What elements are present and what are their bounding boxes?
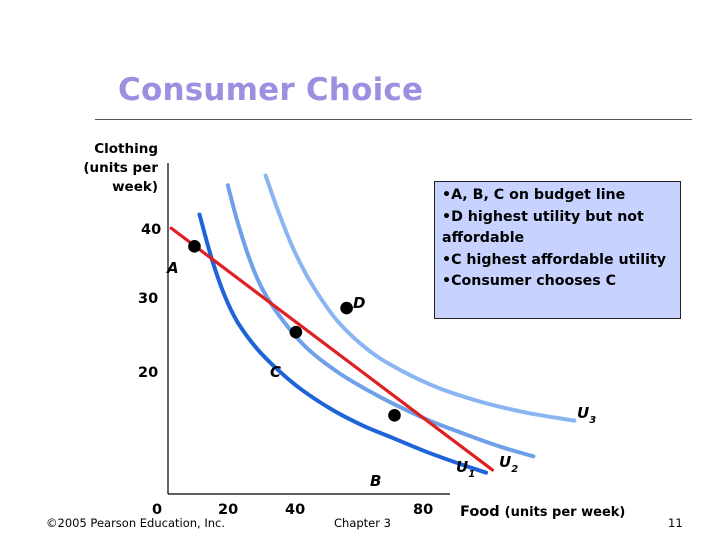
- annotation-item: •A, B, C on budget line: [442, 187, 626, 203]
- annotation-item: •Consumer chooses C: [442, 273, 617, 289]
- point-label-c: C: [270, 363, 281, 381]
- budget-line: [169, 226, 495, 472]
- y-axis-label: Clothing (units per week): [78, 140, 158, 197]
- point-label-b: B: [370, 472, 381, 490]
- x-tick-label-40: 40: [285, 502, 305, 518]
- y-tick-label-30: 30: [138, 291, 158, 307]
- x-axis-label: Food (units per week): [460, 504, 625, 520]
- curve-label-u1: U1: [456, 458, 475, 480]
- x-tick-label-80: 80: [413, 502, 433, 518]
- footer-copyright: ©2005 Pearson Education, Inc.: [46, 516, 225, 530]
- point-a: [188, 240, 201, 253]
- y-axis-label-line-3: week): [112, 179, 158, 195]
- title-divider: [95, 119, 692, 120]
- point-b: [388, 409, 401, 422]
- page-title: Consumer Choice: [118, 72, 424, 108]
- y-axis-label-line-1: Clothing: [94, 141, 158, 157]
- curve-label-u3: U3: [577, 404, 596, 426]
- annotation-item: •D highest utility but not affordable: [442, 208, 644, 247]
- y-tick-label-40: 40: [141, 222, 161, 238]
- y-tick-label-20: 20: [138, 365, 158, 381]
- annotation-item: •C highest affordable utility: [442, 251, 667, 268]
- annotation-box: •A, B, C on budget line •D highest utili…: [434, 181, 681, 319]
- curve-u1: [197, 212, 489, 475]
- point-label-a: A: [166, 259, 179, 277]
- curve-label-u2: U2: [499, 453, 518, 475]
- footer-chapter: Chapter 3: [334, 516, 391, 530]
- x-tick-label-20: 20: [218, 502, 238, 518]
- footer-page-number: 11: [668, 516, 683, 530]
- curve-u3: [263, 173, 577, 423]
- point-d: [340, 301, 353, 315]
- curve-u2: [225, 183, 536, 459]
- x-tick-label-0: 0: [152, 502, 162, 518]
- y-axis-label-line-2: (units per: [83, 160, 158, 176]
- point-c: [289, 325, 303, 339]
- point-label-d: D: [353, 294, 365, 312]
